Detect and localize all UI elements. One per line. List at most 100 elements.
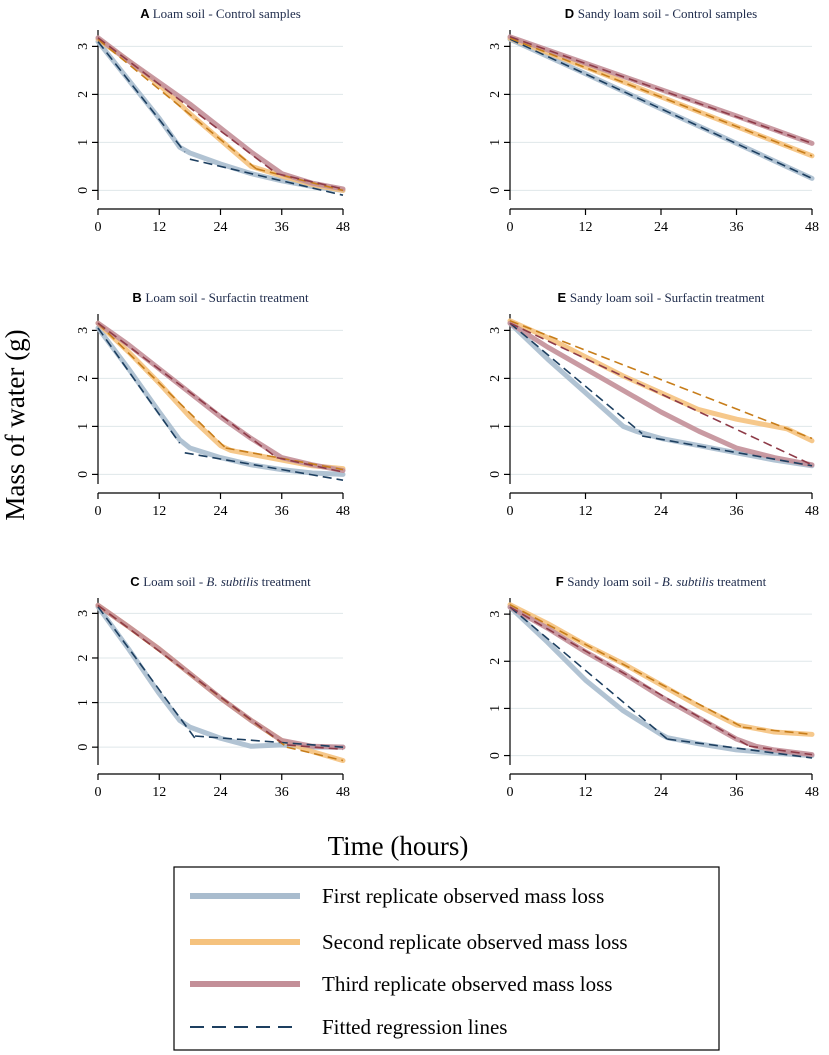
fit-line-fit_rep3 bbox=[97, 322, 278, 459]
fit-line-fit_rep3 bbox=[509, 606, 750, 747]
panel-title-italic: B. subtilis bbox=[662, 574, 714, 589]
legend-label: Fitted regression lines bbox=[322, 1015, 507, 1039]
fit-line-fit_rep1 bbox=[189, 158, 344, 196]
y-tick-label: 0 bbox=[76, 744, 91, 751]
fit-line-fit_rep3 bbox=[97, 604, 283, 744]
y-tick-label: 3 bbox=[76, 43, 91, 50]
x-tick-label: 0 bbox=[507, 220, 514, 235]
y-tick-label: 1 bbox=[488, 705, 503, 712]
x-tick-label: 24 bbox=[214, 504, 228, 519]
x-tick-label: 24 bbox=[654, 785, 668, 800]
x-tick-label: 48 bbox=[336, 504, 350, 519]
x-tick-label: 36 bbox=[730, 504, 744, 519]
x-tick-label: 0 bbox=[95, 785, 102, 800]
x-tick-label: 12 bbox=[579, 220, 593, 235]
x-tick-label: 12 bbox=[152, 785, 166, 800]
legend-label: Second replicate observed mass loss bbox=[322, 930, 628, 954]
fit-line-fit_rep2 bbox=[509, 37, 813, 157]
series-rep3 bbox=[95, 602, 346, 750]
y-tick-label: 2 bbox=[488, 658, 503, 665]
y-tick-label: 1 bbox=[488, 139, 503, 146]
panel-title: D Sandy loam soil - Control samples bbox=[565, 6, 757, 21]
panel-letter: E bbox=[558, 290, 570, 305]
x-tick-label: 12 bbox=[579, 785, 593, 800]
panel-letter: A bbox=[140, 6, 153, 21]
panel-title-suffix: treatment bbox=[714, 574, 767, 589]
y-tick-label: 3 bbox=[488, 43, 503, 50]
y-tick-label: 3 bbox=[488, 611, 503, 618]
fit-line-fit_rep3 bbox=[286, 744, 344, 751]
fit-line-fit_rep2 bbox=[509, 604, 744, 728]
fit-line-fit_rep2 bbox=[97, 38, 257, 170]
panel-title: A Loam soil - Control samples bbox=[140, 6, 301, 21]
x-tick-label: 36 bbox=[275, 220, 289, 235]
panel-title-text: Sandy loam soil - Control samples bbox=[578, 6, 757, 21]
series-rep1 bbox=[507, 36, 815, 181]
y-tick-label: 2 bbox=[488, 91, 503, 98]
x-tick-label: 0 bbox=[95, 504, 102, 519]
panel-letter: B bbox=[132, 290, 145, 305]
y-tick-label: 0 bbox=[488, 752, 503, 759]
panel-letter: C bbox=[130, 574, 143, 589]
y-tick-label: 2 bbox=[76, 654, 91, 661]
x-tick-label: 24 bbox=[654, 504, 668, 519]
fit-line-fit_rep3 bbox=[509, 36, 813, 145]
y-tick-label: 3 bbox=[76, 327, 91, 334]
y-tick-label: 0 bbox=[488, 471, 503, 478]
series-rep2 bbox=[95, 320, 346, 472]
x-tick-label: 36 bbox=[275, 785, 289, 800]
y-tick-label: 1 bbox=[488, 423, 503, 430]
panel-title-suffix: treatment bbox=[258, 574, 311, 589]
x-axis-label: Time (hours) bbox=[328, 831, 469, 861]
x-tick-label: 36 bbox=[730, 785, 744, 800]
series-rep1 bbox=[95, 604, 346, 750]
fit-line-fit_rep3 bbox=[748, 745, 813, 756]
x-tick-label: 24 bbox=[214, 220, 228, 235]
panel-title-italic: B. subtilis bbox=[206, 574, 258, 589]
y-tick-label: 0 bbox=[488, 187, 503, 194]
x-tick-label: 48 bbox=[805, 785, 819, 800]
panel-title-text: Loam soil - Control samples bbox=[153, 6, 301, 21]
x-tick-label: 24 bbox=[214, 785, 228, 800]
y-tick-label: 2 bbox=[488, 375, 503, 382]
x-tick-label: 48 bbox=[336, 785, 350, 800]
series-rep1 bbox=[95, 325, 346, 477]
y-tick-label: 3 bbox=[488, 327, 503, 334]
fit-line-fit_rep1 bbox=[509, 322, 643, 435]
x-tick-label: 12 bbox=[152, 220, 166, 235]
legend-label: Third replicate observed mass loss bbox=[322, 972, 612, 996]
panel-title-text: Loam soil - Surfactin treatment bbox=[145, 290, 309, 305]
fit-line-fit_rep2 bbox=[509, 320, 813, 440]
x-tick-label: 36 bbox=[730, 220, 744, 235]
y-tick-label: 0 bbox=[76, 471, 91, 478]
fit-line-fit_rep3 bbox=[97, 37, 278, 175]
panel-title-text: Sandy loam soil - bbox=[567, 574, 662, 589]
panel-title: B Loam soil - Surfactin treatment bbox=[132, 290, 309, 305]
x-tick-label: 12 bbox=[579, 504, 593, 519]
fit-line-fit_rep1 bbox=[641, 435, 813, 467]
series-rep3 bbox=[507, 320, 815, 468]
fit-line-fit_rep1 bbox=[509, 606, 668, 740]
fit-line-fit_rep3 bbox=[276, 172, 344, 190]
y-tick-label: 0 bbox=[76, 187, 91, 194]
series-rep2 bbox=[95, 36, 346, 193]
fit-line-fit_rep2 bbox=[286, 746, 344, 762]
fit-line-fit_rep2 bbox=[742, 726, 813, 736]
x-tick-label: 0 bbox=[507, 785, 514, 800]
panel-letter: F bbox=[556, 574, 568, 589]
fit-line-fit_rep1 bbox=[97, 41, 186, 153]
y-tick-label: 2 bbox=[76, 91, 91, 98]
y-tick-label: 1 bbox=[76, 423, 91, 430]
series-rep2 bbox=[507, 318, 815, 444]
panel-title: F Sandy loam soil - B. subtilis treatmen… bbox=[556, 574, 767, 589]
panel-title-text: Sandy loam soil - Surfactin treatment bbox=[570, 290, 765, 305]
x-tick-label: 24 bbox=[654, 220, 668, 235]
y-tick-label: 2 bbox=[76, 375, 91, 382]
panel-letter: D bbox=[565, 6, 578, 21]
